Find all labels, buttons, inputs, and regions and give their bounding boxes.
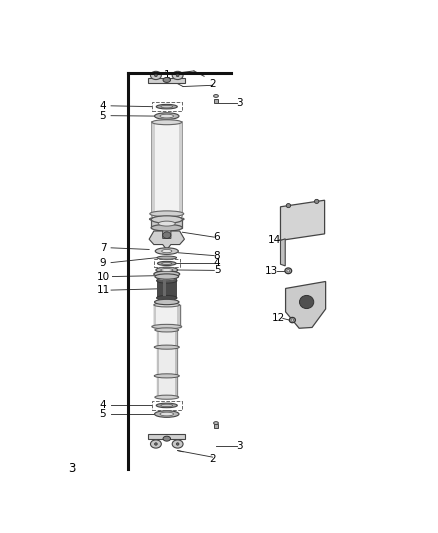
Ellipse shape — [155, 395, 179, 399]
Ellipse shape — [161, 404, 173, 407]
Bar — [214, 424, 218, 427]
Ellipse shape — [155, 274, 179, 279]
Ellipse shape — [151, 224, 182, 231]
Text: 5: 5 — [99, 111, 106, 120]
Text: 3: 3 — [237, 98, 243, 108]
Ellipse shape — [286, 204, 291, 208]
Ellipse shape — [160, 114, 173, 118]
Ellipse shape — [156, 104, 177, 109]
Bar — [157, 279, 177, 298]
Ellipse shape — [156, 267, 178, 273]
Text: 8: 8 — [214, 251, 220, 261]
Ellipse shape — [157, 256, 177, 260]
Ellipse shape — [314, 199, 319, 204]
Ellipse shape — [155, 300, 179, 305]
Ellipse shape — [214, 422, 219, 424]
Bar — [152, 122, 155, 216]
Ellipse shape — [162, 232, 171, 238]
Bar — [154, 305, 156, 327]
Bar — [151, 220, 182, 228]
Bar — [157, 330, 159, 397]
Bar — [162, 279, 166, 296]
Text: 7: 7 — [99, 243, 106, 253]
Ellipse shape — [152, 120, 182, 125]
Bar — [157, 330, 177, 397]
Ellipse shape — [151, 440, 161, 448]
Ellipse shape — [291, 319, 294, 321]
Ellipse shape — [154, 345, 179, 349]
Ellipse shape — [156, 403, 177, 408]
Ellipse shape — [154, 374, 179, 378]
Ellipse shape — [176, 443, 179, 445]
Ellipse shape — [151, 216, 182, 223]
Bar — [179, 122, 182, 216]
Text: 5: 5 — [214, 265, 220, 276]
Text: 2: 2 — [209, 454, 216, 464]
Bar — [154, 260, 180, 267]
Ellipse shape — [163, 436, 170, 441]
Bar — [177, 305, 180, 327]
Ellipse shape — [157, 295, 177, 301]
Ellipse shape — [149, 216, 184, 222]
Text: 9: 9 — [99, 257, 106, 268]
Text: 2: 2 — [209, 79, 216, 88]
Ellipse shape — [154, 271, 180, 277]
Ellipse shape — [172, 440, 183, 448]
Polygon shape — [280, 239, 285, 266]
Ellipse shape — [155, 113, 179, 119]
Text: 3: 3 — [68, 462, 76, 475]
Ellipse shape — [161, 106, 173, 108]
Ellipse shape — [155, 411, 179, 417]
Polygon shape — [149, 231, 184, 250]
Ellipse shape — [176, 74, 179, 77]
Bar — [214, 99, 218, 102]
Text: 4: 4 — [99, 400, 106, 410]
Text: 14: 14 — [268, 236, 281, 245]
Text: 3: 3 — [237, 441, 243, 451]
Text: 4: 4 — [99, 101, 106, 111]
Ellipse shape — [160, 412, 173, 416]
Bar — [152, 102, 182, 111]
Polygon shape — [286, 281, 325, 328]
Bar — [152, 401, 182, 410]
Ellipse shape — [155, 74, 157, 77]
Ellipse shape — [214, 94, 219, 98]
Ellipse shape — [151, 71, 161, 79]
Ellipse shape — [152, 325, 182, 329]
Ellipse shape — [290, 317, 295, 322]
Ellipse shape — [158, 221, 175, 226]
Bar — [175, 330, 177, 397]
Ellipse shape — [300, 295, 314, 309]
Ellipse shape — [161, 269, 173, 271]
Ellipse shape — [162, 249, 172, 253]
Text: 10: 10 — [96, 271, 110, 281]
Bar — [148, 78, 185, 83]
Ellipse shape — [162, 262, 172, 264]
Text: 1: 1 — [163, 70, 170, 79]
Bar — [148, 434, 185, 439]
Ellipse shape — [287, 270, 290, 272]
Ellipse shape — [157, 261, 176, 265]
Bar — [154, 305, 180, 327]
Polygon shape — [280, 200, 325, 240]
Ellipse shape — [163, 77, 170, 83]
Ellipse shape — [150, 211, 184, 216]
Text: 13: 13 — [265, 266, 278, 276]
Text: 11: 11 — [96, 285, 110, 295]
Text: 12: 12 — [272, 313, 285, 324]
Ellipse shape — [172, 71, 183, 79]
Text: 6: 6 — [214, 232, 220, 242]
Ellipse shape — [157, 278, 177, 283]
Text: 5: 5 — [99, 409, 106, 419]
Text: 4: 4 — [214, 259, 220, 269]
Ellipse shape — [155, 248, 178, 254]
Ellipse shape — [157, 276, 177, 281]
Ellipse shape — [285, 268, 292, 273]
Bar — [152, 122, 182, 216]
Ellipse shape — [155, 328, 179, 332]
Ellipse shape — [154, 303, 180, 307]
Ellipse shape — [155, 443, 157, 445]
